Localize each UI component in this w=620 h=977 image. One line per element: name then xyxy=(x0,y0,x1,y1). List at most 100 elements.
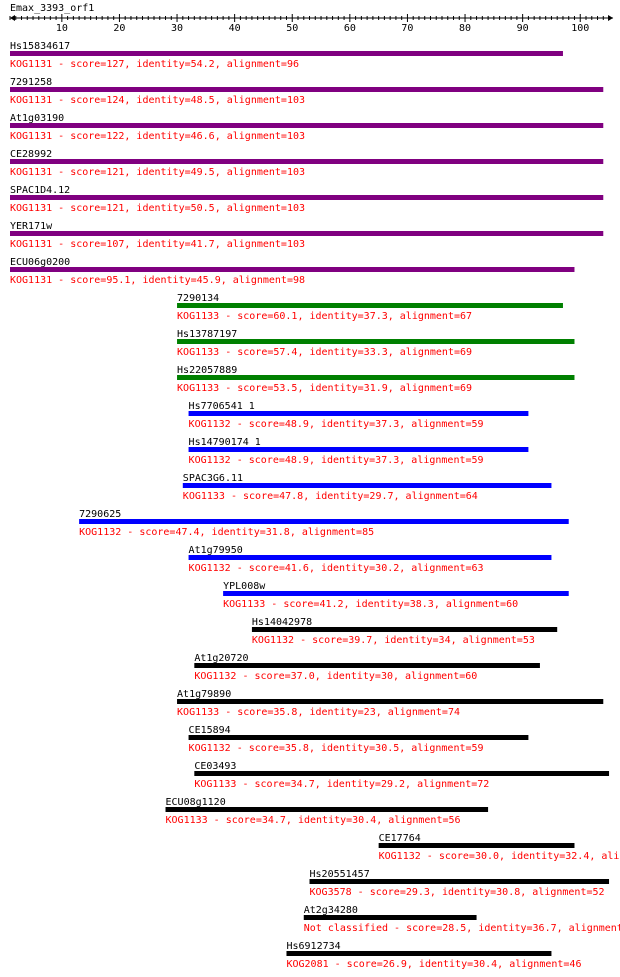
hit-description[interactable]: KOG1133 - score=47.8, identity=29.7, ali… xyxy=(183,491,478,502)
hit-description[interactable]: KOG1131 - score=127, identity=54.2, alig… xyxy=(10,59,299,70)
hit-description[interactable]: KOG1131 - score=121, identity=50.5, alig… xyxy=(10,203,305,214)
hit-description[interactable]: KOG1132 - score=41.6, identity=30.2, ali… xyxy=(189,563,484,574)
hit-row[interactable]: YPL008w KOG1133 - score=41.2, identity=38… xyxy=(223,581,569,610)
hit-description[interactable]: KOG1132 - score=37.0, identity=30, align… xyxy=(194,671,477,682)
hit-description[interactable]: KOG1131 - score=107, identity=41.7, alig… xyxy=(10,239,305,250)
hit-row[interactable]: At1g79950 KOG1132 - score=41.6, identity=… xyxy=(188,545,552,574)
hit-description[interactable]: KOG1131 - score=124, identity=48.5, alig… xyxy=(10,95,305,106)
hit-name[interactable]: 7291258 xyxy=(10,77,52,88)
hit-description[interactable]: KOG1132 - score=35.8, identity=30.5, ali… xyxy=(189,743,484,754)
hit-bar[interactable] xyxy=(223,591,569,596)
hit-description[interactable]: KOG1133 - score=57.4, identity=33.3, ali… xyxy=(177,347,472,358)
hit-name[interactable]: At1g79950 xyxy=(189,545,243,556)
hit-name[interactable]: At2g34280 xyxy=(304,905,358,916)
hit-name[interactable]: YPL008w xyxy=(223,581,266,592)
hit-bar[interactable] xyxy=(251,627,558,632)
hit-description[interactable]: KOG1131 - score=95.1, identity=45.9, ali… xyxy=(10,275,305,286)
hit-name[interactable]: Hs14790174_1 xyxy=(189,437,261,448)
hit-row[interactable]: CE28992 KOG1131 - score=121, identity=49.… xyxy=(10,149,604,178)
hit-name[interactable]: CE28992 xyxy=(10,149,52,160)
hit-row[interactable]: CE17764 KOG1132 - score=30.0, identity=32… xyxy=(378,833,620,862)
hit-bar[interactable] xyxy=(309,879,610,884)
hit-bar[interactable] xyxy=(177,375,575,380)
hit-name[interactable]: ECU06g0200 xyxy=(10,257,70,268)
hit-description[interactable]: KOG1133 - score=34.7, identity=29.2, ali… xyxy=(194,779,489,790)
hit-description[interactable]: KOG1132 - score=39.7, identity=34, align… xyxy=(252,635,535,646)
hit-bar[interactable] xyxy=(177,339,575,344)
hit-bar[interactable] xyxy=(188,447,529,452)
hit-description[interactable]: KOG1133 - score=41.2, identity=38.3, ali… xyxy=(223,599,518,610)
hit-name[interactable]: Hs15834617 xyxy=(10,41,70,52)
hit-name[interactable]: At1g20720 xyxy=(194,653,248,664)
hit-row[interactable]: Hs22057889 KOG1133 - score=53.5, identity… xyxy=(177,365,575,394)
hit-row[interactable]: Hs6912734 KOG2081 - score=26.9, identity=… xyxy=(286,941,581,970)
hit-row[interactable]: Hs13787197 KOG1133 - score=57.4, identity… xyxy=(177,329,575,358)
hit-bar[interactable] xyxy=(194,663,540,668)
hit-bar[interactable] xyxy=(10,231,604,236)
hit-description[interactable]: KOG1133 - score=34.7, identity=30.4, ali… xyxy=(166,815,461,826)
hit-bar[interactable] xyxy=(188,411,529,416)
hit-bar[interactable] xyxy=(10,123,604,128)
hit-row[interactable]: Hs7706541_1 KOG1132 - score=48.9, identit… xyxy=(188,401,529,430)
hit-bar[interactable] xyxy=(177,699,604,704)
hit-description[interactable]: KOG1133 - score=53.5, identity=31.9, ali… xyxy=(177,383,472,394)
hit-bar[interactable] xyxy=(188,735,529,740)
hit-bar[interactable] xyxy=(79,519,569,524)
hit-row[interactable]: SPAC3G6.11 KOG1133 - score=47.8, identity… xyxy=(182,473,552,502)
hit-description[interactable]: KOG1132 - score=48.9, identity=37.3, ali… xyxy=(189,455,484,466)
hit-name[interactable]: Hs14042978 xyxy=(252,617,312,628)
hit-name[interactable]: Hs20551457 xyxy=(310,869,370,880)
hit-description[interactable]: KOG1132 - score=30.0, identity=32.4, ali xyxy=(379,851,620,862)
hit-name[interactable]: Hs6912734 xyxy=(286,941,340,952)
hit-row[interactable]: YER171w KOG1131 - score=107, identity=41.… xyxy=(10,221,604,250)
hit-name[interactable]: At1g79890 xyxy=(177,689,231,700)
hit-bar[interactable] xyxy=(10,195,604,200)
hit-row[interactable]: 7290134 KOG1133 - score=60.1, identity=37… xyxy=(177,293,563,322)
hit-name[interactable]: Hs13787197 xyxy=(177,329,237,340)
hit-description[interactable]: KOG1131 - score=121, identity=49.5, alig… xyxy=(10,167,305,178)
hit-bar[interactable] xyxy=(177,303,563,308)
hit-row[interactable]: ECU06g0200 KOG1131 - score=95.1, identity… xyxy=(10,257,575,286)
hit-row[interactable]: Hs15834617 KOG1131 - score=127, identity=… xyxy=(10,41,563,70)
hit-bar[interactable] xyxy=(303,915,477,920)
hit-row[interactable]: At1g20720 KOG1132 - score=37.0, identity=… xyxy=(194,653,540,682)
hit-description[interactable]: KOG1132 - score=48.9, identity=37.3, ali… xyxy=(189,419,484,430)
hit-bar[interactable] xyxy=(10,51,563,56)
hit-name[interactable]: Hs22057889 xyxy=(177,365,237,376)
hit-name[interactable]: At1g03190 xyxy=(10,113,64,124)
hit-row[interactable]: CE15894 KOG1132 - score=35.8, identity=30… xyxy=(188,725,529,754)
hit-bar[interactable] xyxy=(182,483,552,488)
hit-description[interactable]: KOG2081 - score=26.9, identity=30.4, ali… xyxy=(286,959,581,970)
hit-bar[interactable] xyxy=(10,87,604,92)
hit-description[interactable]: KOG1133 - score=35.8, identity=23, align… xyxy=(177,707,460,718)
hit-name[interactable]: 7290134 xyxy=(177,293,219,304)
hit-row[interactable]: 7290625 KOG1132 - score=47.4, identity=31… xyxy=(79,509,569,538)
hit-row[interactable]: At1g79890 KOG1133 - score=35.8, identity=… xyxy=(177,689,604,718)
hit-name[interactable]: CE03493 xyxy=(194,761,236,772)
hit-name[interactable]: YER171w xyxy=(10,221,53,232)
hit-name[interactable]: ECU08g1120 xyxy=(166,797,226,808)
hit-name[interactable]: SPAC3G6.11 xyxy=(183,473,243,484)
hit-description[interactable]: KOG1133 - score=60.1, identity=37.3, ali… xyxy=(177,311,472,322)
hit-name[interactable]: CE15894 xyxy=(189,725,231,736)
hit-description[interactable]: KOG3578 - score=29.3, identity=30.8, ali… xyxy=(310,887,605,898)
hit-bar[interactable] xyxy=(286,951,552,956)
hit-bar[interactable] xyxy=(165,807,489,812)
hit-row[interactable]: CE03493 KOG1133 - score=34.7, identity=29… xyxy=(194,761,610,790)
hit-bar[interactable] xyxy=(10,267,575,272)
hit-bar[interactable] xyxy=(194,771,610,776)
hit-row[interactable]: ECU08g1120 KOG1133 - score=34.7, identity… xyxy=(165,797,489,826)
hit-row[interactable]: At2g34280 Not classified - score=28.5, id… xyxy=(303,905,620,934)
hit-name[interactable]: SPAC1D4.12 xyxy=(10,185,70,196)
hit-bar[interactable] xyxy=(188,555,552,560)
hit-row[interactable]: Hs20551457 KOG3578 - score=29.3, identity… xyxy=(309,869,610,898)
hit-description[interactable]: Not classified - score=28.5, identity=36… xyxy=(304,923,620,934)
hit-description[interactable]: KOG1131 - score=122, identity=46.6, alig… xyxy=(10,131,305,142)
hit-row[interactable]: Hs14042978 KOG1132 - score=39.7, identity… xyxy=(251,617,558,646)
hit-row[interactable]: SPAC1D4.12 KOG1131 - score=121, identity=… xyxy=(10,185,604,214)
hit-name[interactable]: CE17764 xyxy=(379,833,421,844)
hit-bar[interactable] xyxy=(378,843,575,848)
hit-name[interactable]: Hs7706541_1 xyxy=(189,401,255,412)
hit-row[interactable]: Hs14790174_1 KOG1132 - score=48.9, identi… xyxy=(188,437,529,466)
hit-row[interactable]: At1g03190 KOG1131 - score=122, identity=4… xyxy=(10,113,604,142)
